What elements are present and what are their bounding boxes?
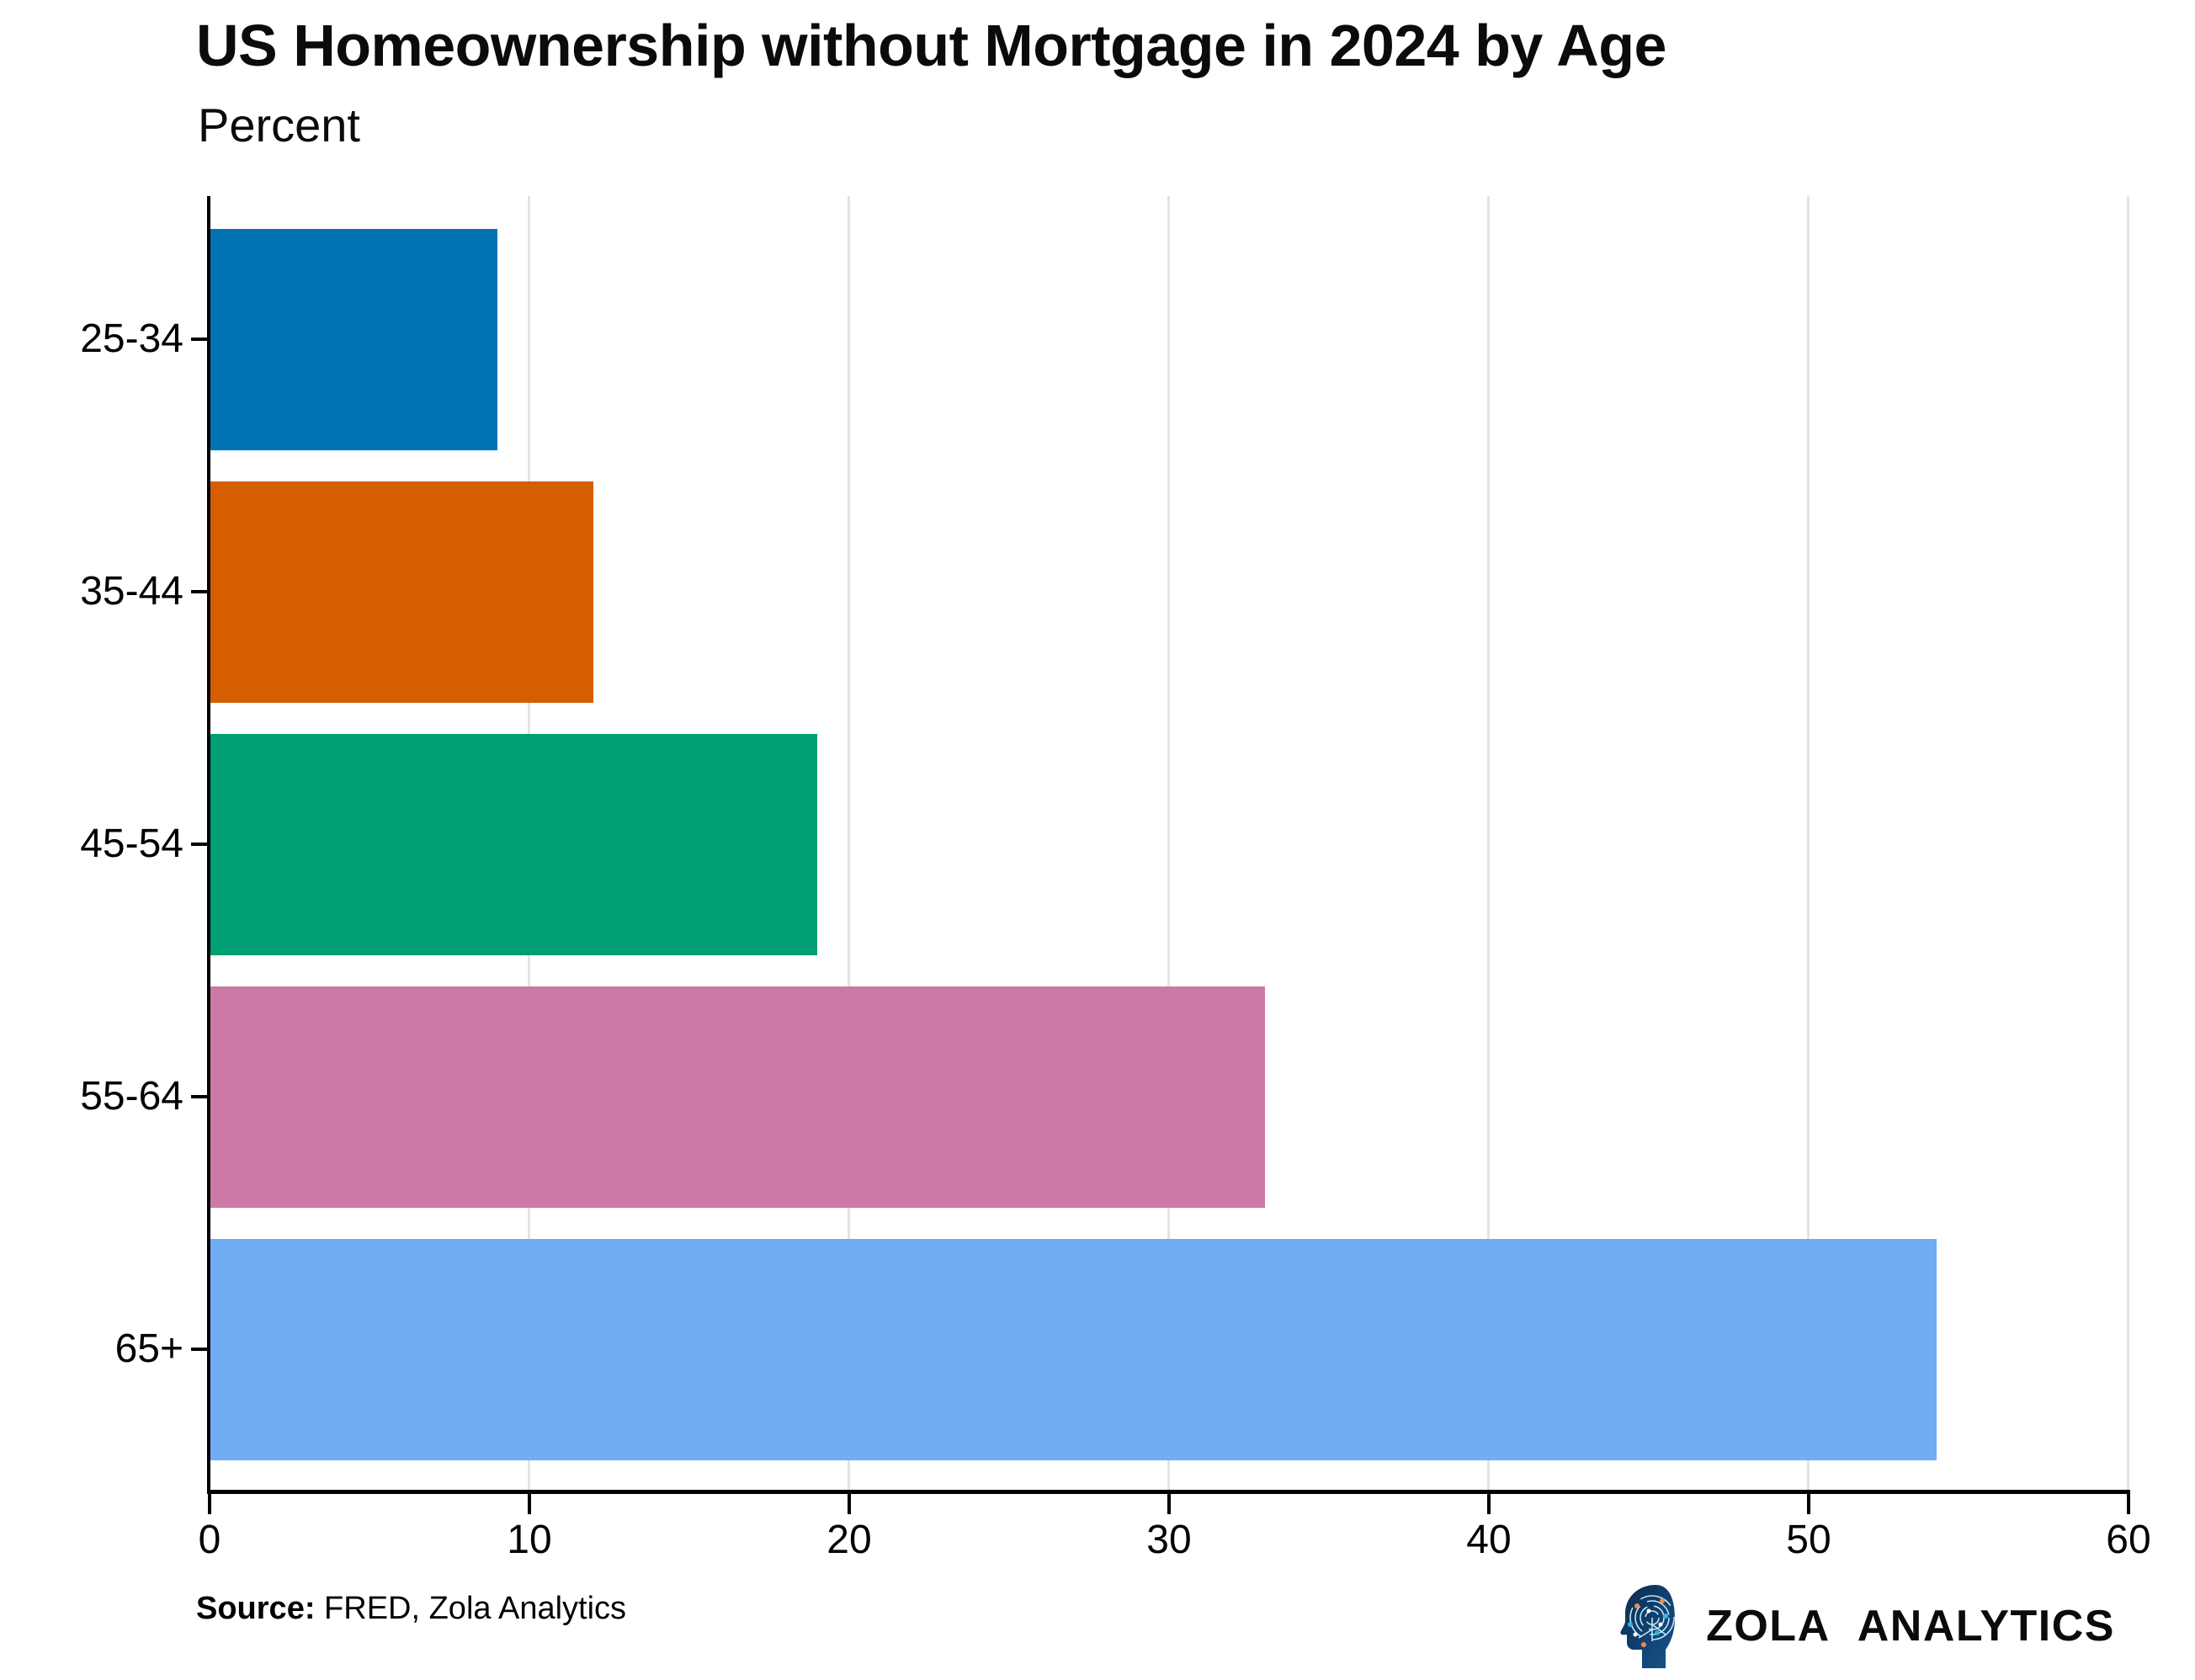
bar-55-64 [210,986,1265,1208]
x-tick-20 [848,1494,851,1514]
bar-45-54 [210,733,817,955]
x-tick-0 [208,1494,211,1514]
x-tick-60 [2127,1494,2130,1514]
x-tick-40 [1487,1494,1491,1514]
y-tick-35-44 [191,590,210,593]
gridline-20 [848,196,850,1491]
x-tick-label-0: 0 [198,1518,221,1562]
x-tick-label-60: 60 [2106,1518,2151,1562]
x-tick-label-40: 40 [1466,1518,1512,1562]
bar-25-34 [210,228,497,450]
brand-name: ZOLA ANALYTICS [1706,1602,2115,1651]
y-tick-55-64 [191,1095,210,1098]
gridline-60 [2127,196,2129,1491]
page-title: US Homeownership without Mortgage in 202… [196,13,1666,78]
circuit-head-icon [1620,1585,1676,1668]
x-axis-line [207,1490,2130,1494]
x-tick-30 [1167,1494,1171,1514]
bar-35-44 [210,481,593,703]
axis-units-label: Percent [198,98,360,152]
x-tick-label-30: 30 [1146,1518,1192,1562]
y-tick-label-55-64: 55-64 [80,1074,183,1119]
x-tick-label-20: 20 [826,1518,872,1562]
y-tick-label-45-54: 45-54 [80,821,183,866]
gridline-40 [1487,196,1490,1491]
x-tick-label-50: 50 [1786,1518,1831,1562]
source-note: Source: FRED, Zola Analytics [196,1591,626,1627]
y-tick-label-25-34: 25-34 [80,316,183,361]
source-label: Source: [196,1591,316,1626]
gridline-50 [1807,196,1810,1491]
source-text: FRED, Zola Analytics [315,1591,627,1626]
brand-logo: ZOLA ANALYTICS [1618,1579,2115,1673]
y-tick-label-65+: 65+ [114,1326,183,1371]
y-tick-25-34 [191,338,210,341]
y-tick-45-54 [191,843,210,846]
y-tick-65+ [191,1348,210,1351]
x-tick-10 [528,1494,531,1514]
bar-65+ [210,1238,1937,1460]
x-tick-label-10: 10 [507,1518,552,1562]
x-tick-50 [1807,1494,1810,1514]
gridline-30 [1167,196,1170,1491]
y-tick-label-35-44: 35-44 [80,569,183,614]
